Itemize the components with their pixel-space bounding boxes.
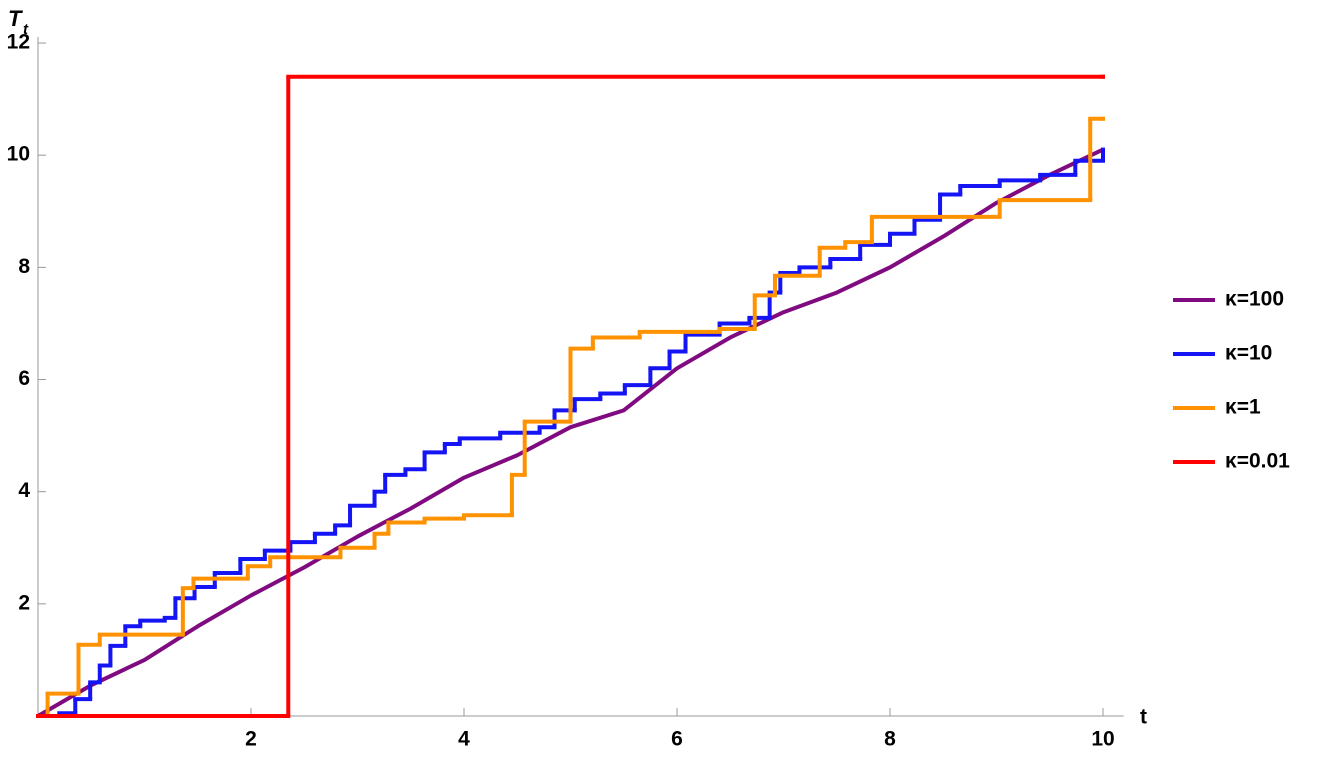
- x-tick-label: 2: [245, 728, 257, 751]
- x-tick-label: 10: [1091, 728, 1114, 751]
- x-tick-label: 4: [458, 728, 470, 751]
- y-tick-label: 4: [18, 479, 30, 502]
- y-tick-label: 8: [18, 255, 30, 278]
- legend-label: κ=100: [1225, 288, 1284, 311]
- step-riser: [286, 76, 291, 716]
- y-tick-label: 12: [7, 31, 30, 54]
- x-tick-label: 6: [671, 728, 683, 751]
- y-axis-label-subscript: t: [23, 21, 29, 38]
- y-tick-label: 10: [7, 143, 30, 166]
- x-axis-label: t: [1140, 706, 1147, 729]
- legend-label: κ=1: [1225, 396, 1261, 419]
- series-line: [36, 147, 1104, 718]
- y-axis-label: T: [8, 6, 23, 31]
- step-riser: [45, 118, 1093, 716]
- y-tick-label: 6: [18, 367, 30, 390]
- legend-label: κ=0.01: [1225, 450, 1290, 473]
- y-tick-label: 2: [18, 591, 30, 614]
- legend-label: κ=10: [1225, 342, 1272, 365]
- x-tick-label: 8: [884, 728, 896, 751]
